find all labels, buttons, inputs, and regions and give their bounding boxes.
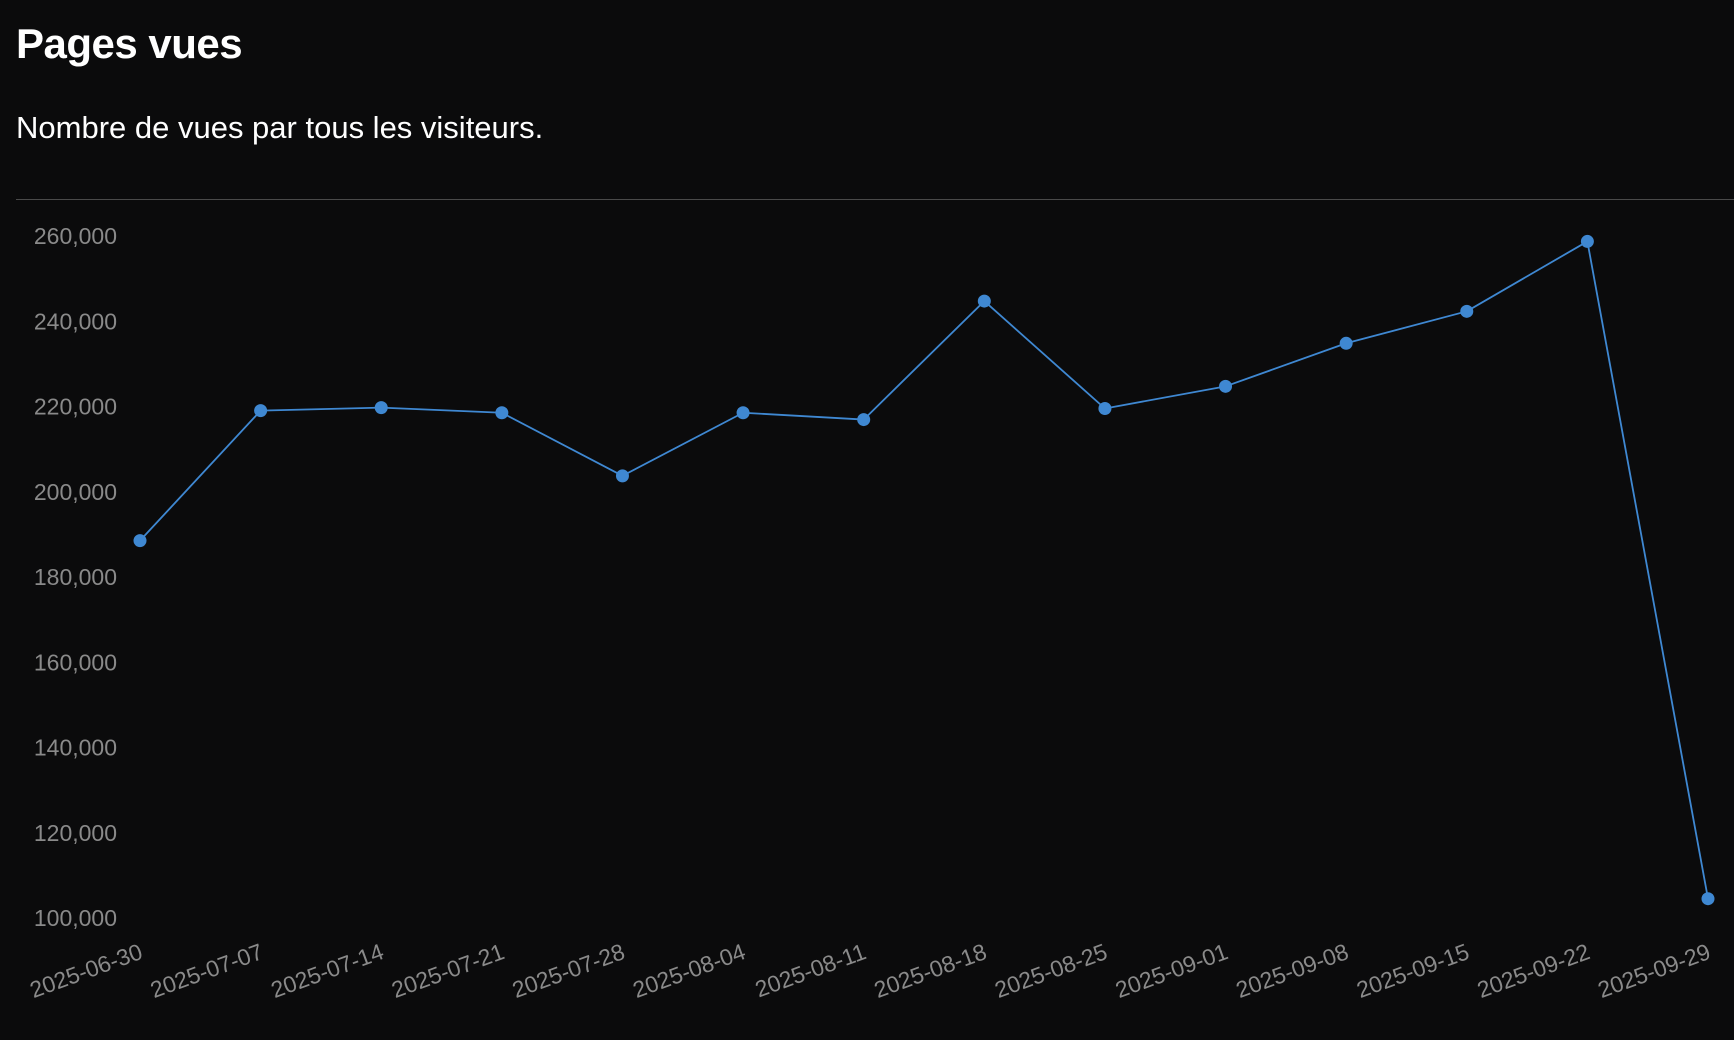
data-point[interactable] [1339,336,1353,350]
y-tick-label: 240,000 [34,308,117,334]
page-subtitle: Nombre de vues par tous les visiteurs. [16,110,544,145]
x-tick-label: 2025-08-25 [991,938,1110,1003]
x-tick-label: 2025-09-08 [1232,938,1351,1003]
data-point[interactable] [1219,379,1233,393]
x-tick-label: 2025-07-21 [388,938,507,1003]
series-line [139,240,1709,899]
x-tick-label: 2025-07-14 [267,938,387,1003]
y-tick-label: 200,000 [34,479,117,505]
data-point[interactable] [615,469,629,483]
y-tick-label: 140,000 [34,735,117,761]
data-point[interactable] [1460,304,1474,318]
x-tick-label: 2025-08-18 [871,938,990,1003]
y-tick-label: 260,000 [34,223,117,249]
y-tick-label: 160,000 [34,649,117,675]
data-point[interactable] [736,406,750,420]
y-tick-label: 120,000 [34,820,117,846]
y-axis-ticks: 100,000 120,000 140,000 160,000 180,000 200,0… [34,223,117,931]
page-title: Pages vues [16,20,243,67]
data-point[interactable] [1701,892,1715,906]
y-tick-label: 220,000 [34,394,117,420]
data-point[interactable] [133,534,147,548]
data-point[interactable] [254,404,268,418]
data-point[interactable] [495,406,509,420]
x-tick-label: 2025-07-07 [147,938,266,1003]
x-tick-label: 2025-09-01 [1112,938,1231,1003]
series-layer [133,234,1715,906]
y-tick-label: 100,000 [34,905,117,931]
data-point[interactable] [1098,402,1112,415]
x-axis-ticks: 2025-06-30 2025-07-07 2025-07-14 2025-07-21… [26,938,1713,1003]
header-divider [16,199,1734,200]
data-point[interactable] [1580,234,1594,248]
x-tick-label: 2025-09-15 [1353,938,1472,1003]
data-point[interactable] [977,294,991,308]
data-point[interactable] [374,401,388,415]
data-point[interactable] [857,413,871,427]
x-tick-label: 2025-08-11 [752,938,870,1002]
x-tick-label: 2025-08-04 [629,938,749,1003]
x-tick-label: 2025-09-29 [1594,938,1713,1003]
x-tick-label: 2025-07-28 [509,938,628,1003]
y-tick-label: 180,000 [34,564,117,590]
x-tick-label: 2025-09-22 [1474,938,1593,1003]
x-tick-label: 2025-06-30 [26,938,145,1003]
